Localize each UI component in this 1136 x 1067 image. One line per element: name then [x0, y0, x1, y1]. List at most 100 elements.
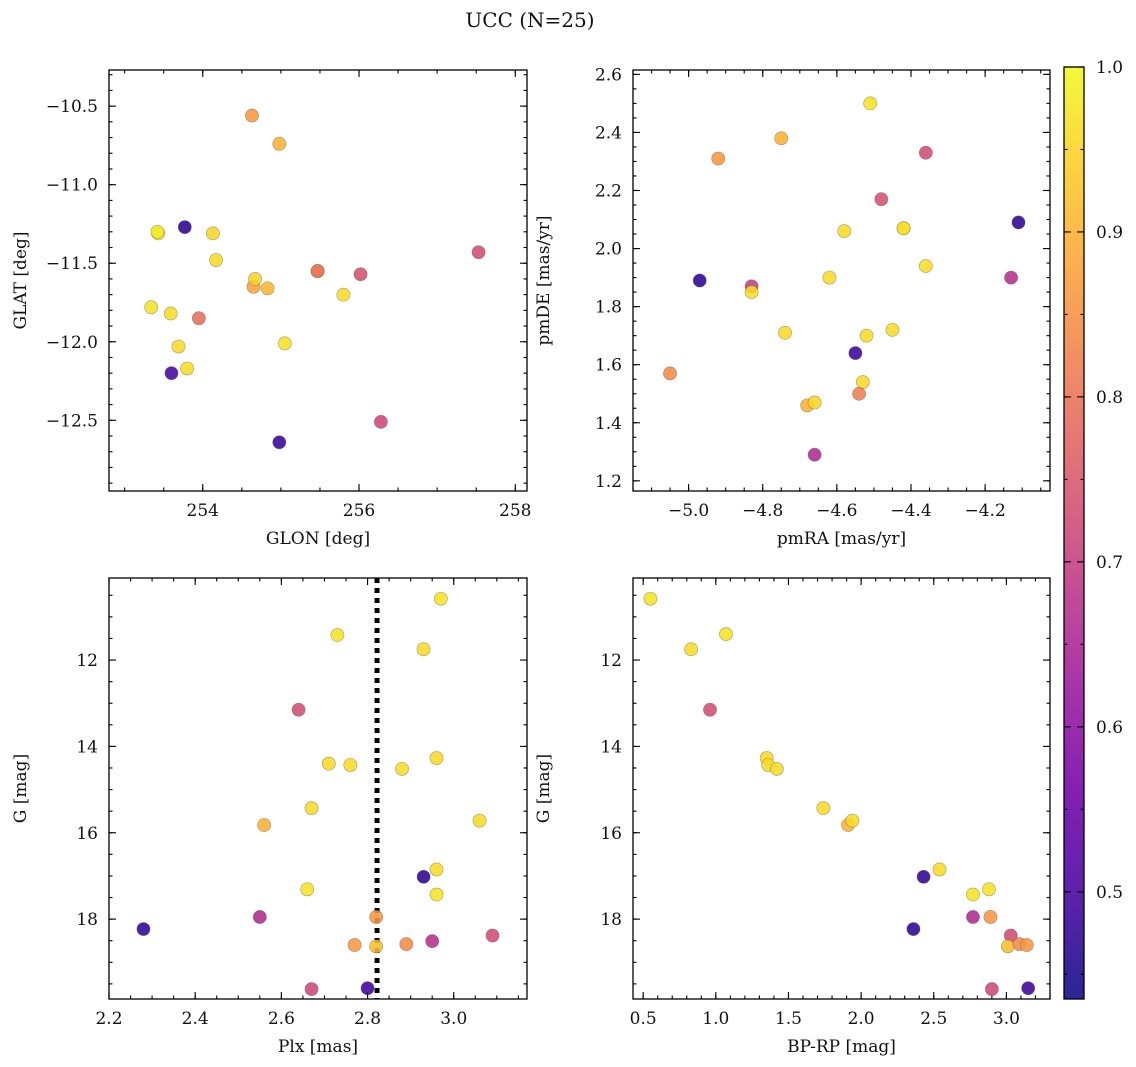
colorbar: 0.5 0.6 0.7 0.8 0.9 1.0 — [1063, 58, 1123, 1000]
colorbar-frame — [1063, 66, 1085, 1000]
y-axis-label: GLAT [deg] — [11, 231, 31, 329]
scatter-point — [719, 627, 733, 642]
scatter-point — [304, 982, 319, 996]
scatter-points — [643, 591, 1036, 996]
scatter-point — [778, 325, 792, 340]
scatter-point — [774, 131, 789, 146]
y-tick-label: 1.4 — [595, 414, 622, 434]
y-tick-label: 2.0 — [595, 240, 622, 260]
scatter-point — [209, 253, 223, 267]
x-axis-label: BP-RP [mag] — [787, 1037, 896, 1057]
scatter-point — [485, 928, 500, 943]
scatter-point — [918, 259, 933, 273]
scatter-point — [136, 922, 151, 936]
scatter-point — [144, 300, 159, 315]
y-tick-label: 12 — [76, 651, 98, 671]
scatter-point — [848, 346, 863, 360]
scatter-point — [321, 756, 336, 771]
y-tick-label: 1.6 — [595, 356, 622, 376]
scatter-point — [918, 145, 933, 160]
axes-frame — [632, 577, 1051, 1000]
scatter-point — [429, 862, 444, 877]
x-tick-label: 0.5 — [630, 1009, 657, 1029]
scatter-point — [1019, 938, 1034, 952]
scatter-points — [144, 108, 486, 450]
x-tick-label: −4.8 — [742, 501, 783, 521]
scatter-point — [164, 366, 179, 381]
y-tick-label: −11.0 — [46, 176, 98, 196]
colorbar-gradient — [1064, 67, 1084, 999]
scatter-point — [177, 220, 192, 234]
panel-plx-g: 2.2 2.4 2.6 2.8 3.0 12 14 16 18 Plx [mas] G [mag] — [11, 577, 528, 1057]
colorbar-tick-label: 1.0 — [1096, 58, 1123, 78]
scatter-point — [932, 862, 947, 877]
scatter-point — [1021, 981, 1036, 996]
scatter-point — [984, 982, 999, 996]
scatter-point — [257, 818, 272, 832]
x-tick-label: 256 — [343, 501, 375, 521]
y-tick-label: −10.5 — [46, 97, 98, 117]
scatter-point — [180, 361, 195, 376]
scatter-point — [425, 934, 440, 949]
y-tick-label: 14 — [76, 737, 98, 757]
scatter-point — [822, 270, 837, 285]
scatter-point — [863, 96, 878, 111]
scatter-point — [369, 910, 384, 924]
x-tick-label: 1.5 — [775, 1009, 802, 1029]
scatter-point — [300, 882, 315, 897]
scatter-point — [896, 221, 911, 236]
scatter-point — [336, 287, 351, 302]
scatter-point — [982, 882, 996, 897]
scatter-point — [395, 761, 409, 776]
x-axis-label: Plx [mas] — [278, 1037, 358, 1057]
x-tick-label: 2.6 — [268, 1009, 295, 1029]
scatter-points — [136, 578, 500, 999]
scatter-point — [260, 281, 275, 296]
scatter-point — [983, 910, 998, 924]
colorbar-tick-label: 0.5 — [1096, 883, 1123, 903]
scatter-point — [966, 910, 980, 924]
scatter-point — [245, 108, 259, 123]
scatter-point — [769, 761, 784, 776]
figure-title: UCC (N=25) — [465, 8, 594, 32]
scatter-point — [837, 224, 852, 239]
panel-pmra-pmde: −5.0 −4.8 −4.6 −4.4 −4.2 1.2 1.4 1.6 1.8 2.0 2.2 2.… — [534, 65, 1051, 549]
scatter-point — [1011, 215, 1026, 230]
x-tick-label: 3.0 — [440, 1009, 467, 1029]
scatter-point — [347, 938, 362, 952]
colorbar-tick-label: 0.8 — [1096, 388, 1123, 408]
scatter-point — [353, 267, 368, 282]
panels: 254 256 258 −12.5 −12.0 −11.5 −11.0 −10.5 GLON [… — [11, 65, 1051, 1057]
scatter-point — [399, 937, 414, 952]
scatter-point — [906, 922, 921, 936]
y-tick-label: 16 — [600, 824, 622, 844]
panel-bprp-g: 0.5 1.0 1.5 2.0 2.5 3.0 12 14 16 18 BP-RP [mag] G [… — [534, 577, 1051, 1057]
y-tick-label: −12.5 — [46, 411, 98, 431]
y-tick-label: 18 — [76, 910, 98, 930]
colorbar-tick-label: 0.7 — [1096, 553, 1123, 573]
scatter-point — [277, 336, 292, 351]
scatter-point — [703, 702, 717, 717]
x-tick-label: 254 — [187, 501, 219, 521]
scatter-point — [807, 395, 822, 410]
scatter-point — [744, 285, 759, 300]
scatter-point — [852, 386, 867, 401]
axes-frame — [632, 69, 1051, 492]
x-tick-label: −4.4 — [890, 501, 931, 521]
y-axis-label: G [mag] — [534, 754, 554, 823]
x-tick-label: 1.0 — [702, 1009, 729, 1029]
scatter-point — [272, 435, 287, 450]
y-tick-label: 1.2 — [595, 472, 622, 492]
y-tick-label: 2.2 — [595, 181, 622, 201]
x-tick-label: 2.0 — [848, 1009, 875, 1029]
x-tick-label: 258 — [499, 501, 531, 521]
scatter-point — [966, 887, 980, 902]
scatter-point — [816, 801, 831, 816]
x-tick-label: −5.0 — [668, 501, 709, 521]
y-tick-label: −12.0 — [46, 333, 98, 353]
scatter-point — [692, 273, 707, 288]
scatter-point — [191, 311, 206, 326]
scatter-point — [472, 813, 487, 828]
scatter-point — [150, 224, 165, 239]
